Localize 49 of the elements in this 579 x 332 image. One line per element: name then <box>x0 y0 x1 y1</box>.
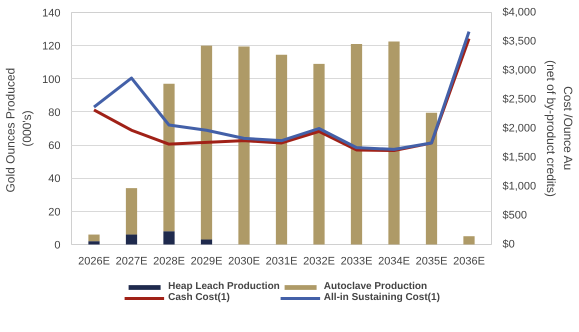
legend-label: Cash Cost(1) <box>168 292 230 303</box>
x-tick-label: 2030E <box>228 256 260 268</box>
bar <box>388 42 400 244</box>
y2-tick-label: $0 <box>502 238 515 250</box>
y2-tick-label: $3,500 <box>502 36 536 48</box>
y2-tick-label: $1,500 <box>502 152 536 164</box>
y-tick-label: 80 <box>48 106 61 119</box>
y2-tick-label: $4,000 <box>502 6 536 18</box>
y2-tick-label: $2,000 <box>502 122 536 134</box>
y2-tick-label: $2,500 <box>502 94 536 106</box>
bar <box>200 46 212 240</box>
y-tick-label: 140 <box>42 8 61 20</box>
y-tick-label: 0 <box>54 240 61 252</box>
y2-tick-label: $3,000 <box>502 64 536 76</box>
bar <box>200 240 212 244</box>
bar <box>126 234 138 244</box>
x-tick-label: 2033E <box>340 256 372 268</box>
x-tick-label: 2036E <box>453 256 485 268</box>
bar <box>163 231 175 244</box>
legend-label: Heap Leach Production <box>168 281 280 292</box>
y2-axis-title: Cost /Ounce Au (net of by-product credits) <box>544 60 575 197</box>
legend-label: All-in Sustaining Cost(1) <box>324 292 440 303</box>
x-tick-label: 2026E <box>78 256 110 268</box>
bar <box>88 241 100 244</box>
x-tick-label: 2028E <box>153 256 185 268</box>
y-tick-label: 120 <box>42 40 61 53</box>
x-tick-label: 2031E <box>266 256 298 268</box>
y-tick-label: 40 <box>48 173 61 186</box>
x-tick-label: 2027E <box>116 256 148 268</box>
y-axis-title: Gold Ounces Produced (000's) <box>3 68 34 193</box>
y-tick-label: 100 <box>42 74 61 86</box>
bar <box>350 44 362 244</box>
y-tick-label: 60 <box>48 140 61 152</box>
bar <box>238 46 250 244</box>
bar <box>313 64 325 244</box>
legend-label: Autoclave Production <box>324 281 428 292</box>
bar <box>163 84 175 232</box>
bar <box>126 188 138 235</box>
y-tick-label: 20 <box>48 206 61 218</box>
x-tick-label: 2029E <box>190 256 222 268</box>
x-tick-label: 2034E <box>378 256 410 268</box>
y2-tick-label: $500 <box>502 210 527 222</box>
bar <box>463 236 475 244</box>
y2-tick-label: $1,000 <box>502 180 536 192</box>
bar <box>276 54 288 244</box>
x-tick-label: 2032E <box>303 256 335 268</box>
bar <box>426 112 438 244</box>
x-tick-label: 2035E <box>416 256 448 268</box>
bar <box>88 234 100 242</box>
